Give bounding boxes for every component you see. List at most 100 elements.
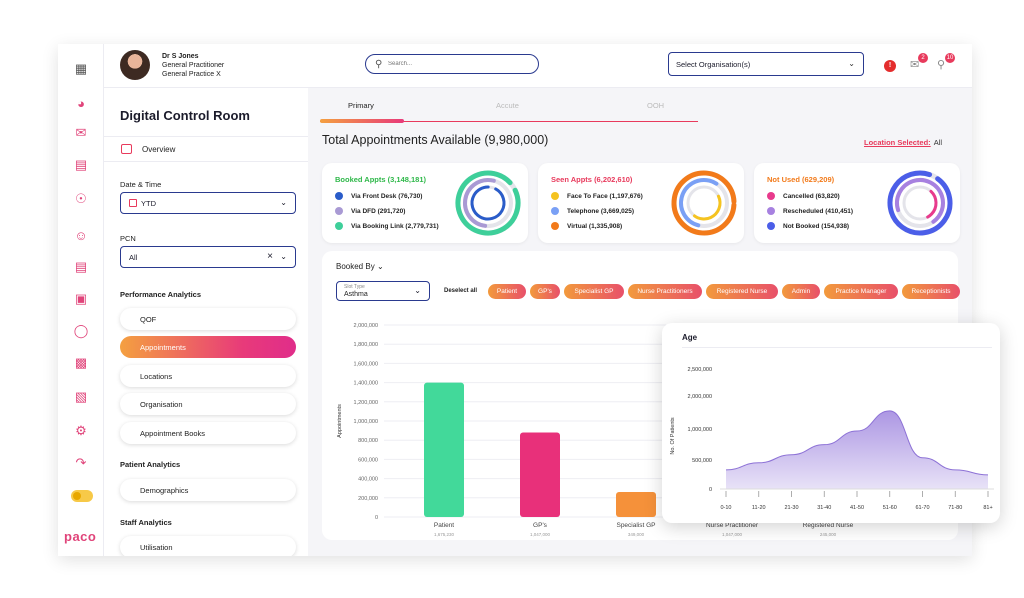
date-label: Date & Time [120,180,162,189]
deselect-all-link[interactable]: Deselect all [444,288,478,294]
layout-icon [121,144,132,154]
search-input[interactable] [388,58,528,70]
theme-toggle[interactable] [71,490,93,502]
legend-row: Cancelled (63,820) [767,192,840,200]
chevron-down-icon: ⌄ [848,59,855,68]
booked-by-title[interactable]: Booked By ⌄ [336,262,384,271]
age-area [726,410,988,489]
sidebar-item-overview[interactable]: Overview [104,136,308,162]
legend-dot [335,222,343,230]
pcn-select[interactable]: All × ⌄ [120,246,296,268]
bell-icon[interactable]: ✉ 2 [910,53,928,71]
document-icon[interactable]: ▤ [74,157,88,172]
divider [682,347,992,348]
tab-ooh[interactable]: OOH [647,101,665,110]
y-tick-label: 0 [375,515,378,521]
filter-chip[interactable]: GP's [530,284,560,299]
chat-badge: 10 [945,53,955,63]
slot-type-select[interactable]: Slot Type Asthma ⌄ [336,281,430,301]
tab-primary[interactable]: Primary [348,101,374,110]
users-icon[interactable]: ☉ [75,191,87,206]
sidebar-item-appointments[interactable]: Appointments [120,336,296,358]
sidebar-item-appointment-books[interactable]: Appointment Books [120,422,296,444]
filter-chip[interactable]: Registered Nurse [706,284,778,299]
slot-type-label: Slot Type [344,284,365,290]
paco-logo: paco [64,529,97,544]
overview-label: Overview [142,145,176,154]
legend-dot [551,222,559,230]
donut-arc [470,185,506,221]
donut-chart [671,170,737,236]
alert-icon[interactable]: ! [884,60,896,72]
legend-dot [335,207,343,215]
summary-card: Seen Appts (6,202,610) Face To Face (1,19… [538,163,744,243]
logout-icon[interactable]: ↷ [75,455,87,470]
x-tick-label: 0-10 [720,505,731,511]
location-selected-value: All [933,138,943,147]
people-icon[interactable]: ☺ [74,227,88,243]
filter-chip[interactable]: Receptionists [902,284,960,299]
staff-analytics-label: Staff Analytics [120,518,172,527]
filter-chip[interactable]: Admin [782,284,820,299]
bar[interactable] [424,382,464,517]
y-tick-label: 800,000 [358,438,378,444]
donut-arc [455,170,521,236]
bar-value-label: 349,000 [628,532,645,537]
y-tick-label: 200,000 [358,496,378,502]
active-tab-indicator [320,119,404,123]
sidebar-item-demographics[interactable]: Demographics [120,479,296,501]
legend-label: Face To Face (1,197,676) [567,192,643,200]
organisation-select-value: Select Organisation(s) [676,60,751,69]
avatar[interactable] [120,50,150,80]
mail-icon[interactable]: ✉ [75,125,87,140]
card-title: Seen Appts (6,202,610) [551,175,633,184]
date-select[interactable]: YTD ⌄ [120,192,296,214]
tab-accute[interactable]: Accute [496,101,519,110]
chat-icon[interactable]: ⚲ 10 [937,53,955,71]
legend-row: Rescheduled (410,451) [767,207,853,215]
sidebar-item-qof[interactable]: QOF [120,308,296,330]
donut-arc [887,170,953,236]
bar-value-label: 1,047,000 [722,532,743,537]
chart-icon[interactable]: ◕ [77,95,85,111]
age-chart-card: Age 0 500,000 1,000,000 2,000,000 2,500,000 N… [662,323,1000,523]
filter-chip[interactable]: Patient [488,284,526,299]
contact-icon[interactable]: ▧ [74,389,88,404]
search-box[interactable]: ⚲ [365,54,539,74]
y-tick-label: 1,600,000 [354,361,378,367]
legend-row: Via Booking Link (2,779,731) [335,222,439,230]
sidebar-item-organisation[interactable]: Organisation [120,393,296,415]
chat-icon[interactable]: ◯ [73,323,89,338]
donut-arc [902,185,938,221]
calendar-icon[interactable]: ▣ [74,291,88,306]
legend-label: Via Booking Link (2,779,731) [351,222,439,230]
pcn-value: All [129,253,138,262]
location-selected[interactable]: Location Selected: All [864,138,942,147]
donut-arc [463,178,513,228]
bar[interactable] [616,492,656,517]
date-value: YTD [141,199,156,208]
y-tick-label: 1,400,000 [354,381,378,387]
table-icon[interactable]: ▤ [74,259,88,274]
donut-chart [887,170,953,236]
bar[interactable] [520,432,560,517]
filter-chip[interactable]: Practice Manager [824,284,898,299]
filter-chip[interactable]: Specialist GP [564,284,624,299]
legend-row: Telephone (3,669,025) [551,207,634,215]
y-tick-label: 1,000,000 [688,427,712,433]
id-card-icon[interactable]: ▩ [74,355,88,370]
calendar-icon [129,199,137,207]
age-area-chart: 0 500,000 1,000,000 2,000,000 2,500,000 No. O… [670,367,994,511]
grid-icon[interactable]: ▦ [74,61,88,76]
settings-icon[interactable]: ⚙ [75,423,87,438]
summary-card: Not Used (629,209) Cancelled (63,820) Resc… [754,163,960,243]
y-tick-label: 400,000 [358,477,378,483]
filter-chip[interactable]: Nurse Practitioners [628,284,702,299]
sidebar-item-utilisation[interactable]: Utilisation [120,536,296,556]
legend-row: Virtual (1,335,908) [551,222,622,230]
organisation-select[interactable]: Select Organisation(s) ⌄ [668,52,864,76]
sidebar-item-locations[interactable]: Locations [120,365,296,387]
clear-icon[interactable]: × [267,251,273,262]
y-tick-label: 1,200,000 [354,400,378,406]
y-tick-label: 1,000,000 [354,419,378,425]
